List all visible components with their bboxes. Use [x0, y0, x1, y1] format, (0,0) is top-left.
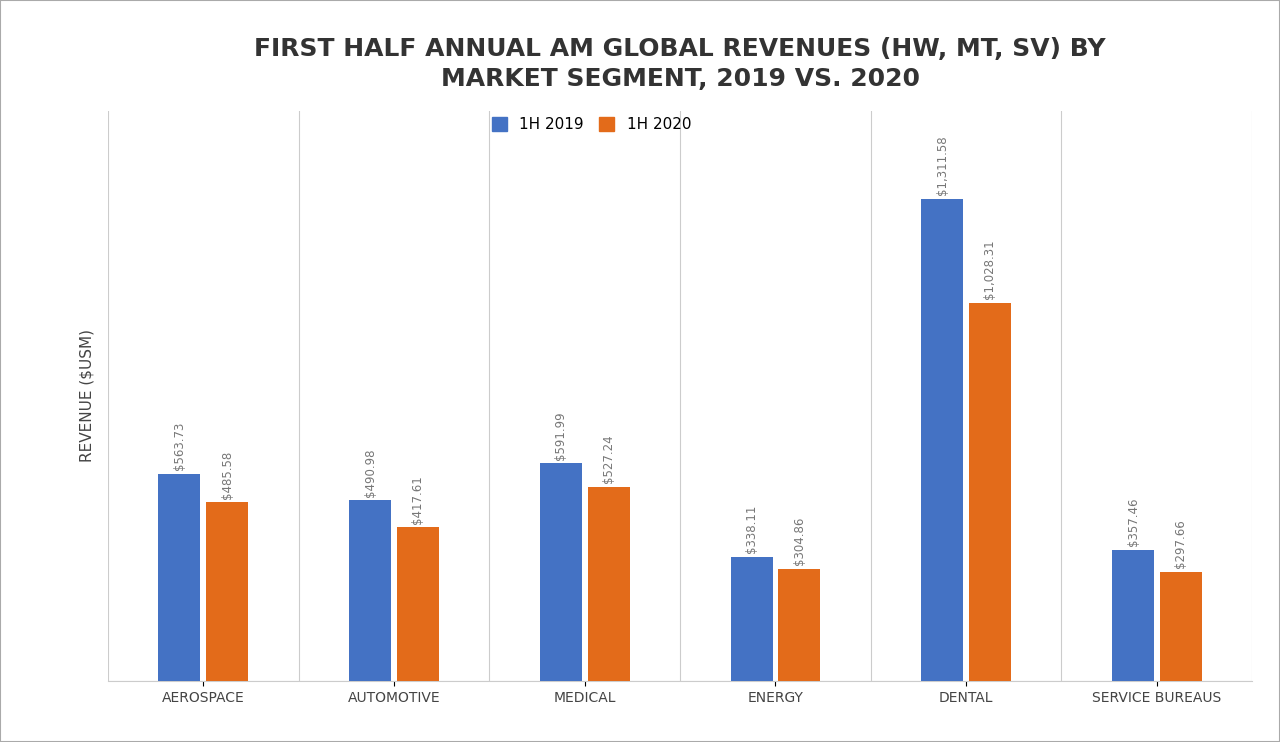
Bar: [540, 463, 582, 681]
Text: $304.86: $304.86: [792, 517, 805, 565]
Y-axis label: REVENUE ($USM): REVENUE ($USM): [79, 329, 93, 462]
Bar: [922, 199, 964, 681]
Text: $563.73: $563.73: [173, 421, 186, 470]
Text: $1,028.31: $1,028.31: [983, 240, 996, 299]
Text: $490.98: $490.98: [364, 448, 376, 496]
Text: $357.46: $357.46: [1126, 497, 1139, 546]
Bar: [397, 528, 439, 681]
Text: $417.61: $417.61: [411, 475, 424, 524]
Text: $1,311.58: $1,311.58: [936, 135, 948, 195]
Bar: [1112, 550, 1155, 681]
Legend: 1H 2019, 1H 2020: 1H 2019, 1H 2020: [485, 111, 698, 138]
Text: $527.24: $527.24: [602, 435, 614, 484]
Bar: [588, 487, 630, 681]
Bar: [1160, 571, 1202, 681]
Bar: [969, 303, 1011, 681]
Bar: [206, 502, 248, 681]
Bar: [159, 473, 201, 681]
Title: FIRST HALF ANNUAL AM GLOBAL REVENUES (HW, MT, SV) BY
MARKET SEGMENT, 2019 VS. 20: FIRST HALF ANNUAL AM GLOBAL REVENUES (HW…: [255, 37, 1106, 91]
Bar: [731, 556, 773, 681]
Bar: [349, 500, 392, 681]
Text: $338.11: $338.11: [745, 505, 758, 553]
Bar: [778, 569, 820, 681]
Text: $297.66: $297.66: [1174, 519, 1187, 568]
Text: $591.99: $591.99: [554, 411, 567, 459]
Text: $485.58: $485.58: [220, 450, 233, 499]
